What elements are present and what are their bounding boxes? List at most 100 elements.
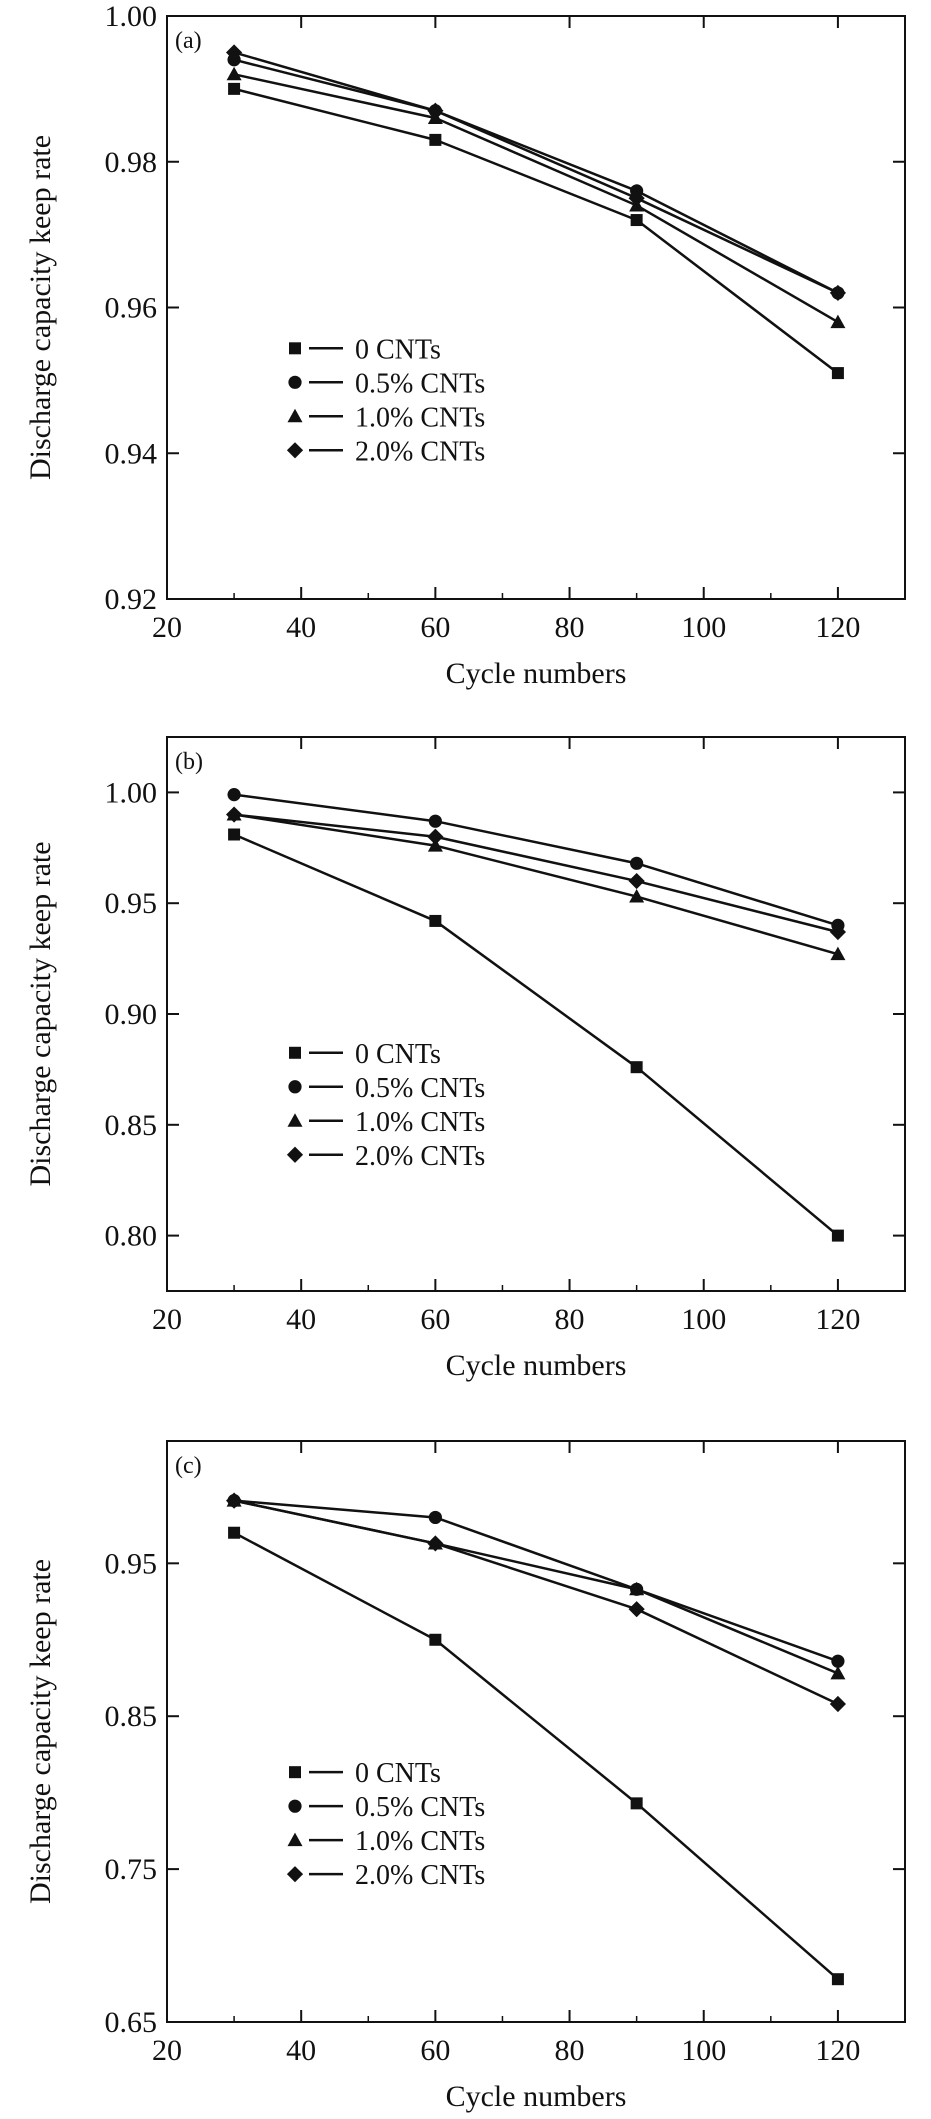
panel-label: (b) — [175, 749, 203, 775]
x-tick-label: 100 — [681, 611, 726, 644]
data-point-1-2 — [429, 133, 442, 146]
y-tick-label: 0.80 — [105, 1220, 158, 1253]
data-point-4-4 — [829, 1695, 847, 1713]
panel-label: (c) — [175, 1453, 202, 1479]
series-line-3 — [233, 73, 839, 324]
data-point-2-1 — [227, 788, 241, 802]
legend-label-4: 2.0% CNTs — [355, 1860, 485, 1891]
series-line-3 — [233, 813, 839, 956]
legend-label-1: 0 CNTs — [355, 1039, 441, 1070]
data-point-2-4 — [831, 1654, 845, 1668]
data-point-4-4 — [829, 923, 847, 941]
x-tick-label: 80 — [555, 2034, 585, 2067]
x-tick-label: 120 — [815, 611, 860, 644]
x-tick-label: 60 — [420, 611, 450, 644]
data-point-3-1 — [226, 66, 242, 81]
legend-label-1: 0 CNTs — [355, 334, 441, 365]
data-point-1-2 — [429, 1633, 442, 1646]
data-point-1-1 — [228, 828, 241, 841]
x-tick-label: 40 — [286, 611, 316, 644]
y-tick-label: 0.85 — [105, 1700, 158, 1733]
y-axis-title: Discharge capacity keep rate — [24, 1559, 57, 1904]
data-point-1-4 — [831, 1229, 844, 1242]
x-tick-label: 100 — [681, 1303, 726, 1336]
legend-marker-2 — [288, 375, 302, 389]
plot-frame — [166, 15, 906, 600]
x-tick-label: 120 — [815, 1303, 860, 1336]
legend-marker-4 — [286, 1866, 304, 1883]
y-tick-label: 0.98 — [105, 146, 158, 179]
x-tick-label: 40 — [286, 1303, 316, 1336]
y-tick-label: 0.94 — [105, 437, 158, 470]
legend-label-1: 0 CNTs — [355, 1758, 441, 1789]
data-point-2-2 — [428, 814, 442, 828]
x-tick-label: 80 — [555, 611, 585, 644]
legend-label-2: 0.5% CNTs — [355, 1073, 485, 1104]
data-point-4-1 — [225, 806, 243, 823]
data-point-3-4 — [830, 314, 846, 329]
data-point-1-4 — [831, 1973, 844, 1986]
data-point-1-1 — [228, 1526, 241, 1539]
y-tick-label: 0.95 — [105, 1547, 158, 1580]
data-point-4-3 — [628, 190, 645, 207]
x-tick-label: 60 — [420, 1303, 450, 1336]
data-point-4-2 — [427, 1535, 444, 1552]
legend-marker-2 — [288, 1799, 302, 1813]
data-point-4-2 — [427, 102, 444, 119]
x-tick-label: 40 — [286, 2034, 316, 2067]
x-axis-title: Cycle numbers — [446, 657, 627, 690]
data-point-3-4 — [830, 1665, 846, 1680]
y-tick-label: 1.00 — [105, 0, 158, 33]
legend-label-2: 0.5% CNTs — [355, 1792, 485, 1823]
data-point-4-4 — [829, 284, 847, 302]
y-axis-title: Discharge capacity keep rate — [24, 841, 57, 1186]
series-line-1 — [233, 87, 839, 375]
legend-marker-3 — [287, 1113, 303, 1127]
series-line-4 — [233, 51, 839, 295]
y-tick-label: 0.75 — [105, 1853, 158, 1886]
series-line-1 — [233, 1531, 839, 1981]
legend-marker-4 — [286, 1146, 304, 1163]
series-line-2 — [233, 1499, 839, 1663]
x-tick-label: 20 — [152, 611, 182, 644]
panel-label: (a) — [175, 28, 202, 54]
x-tick-label: 120 — [815, 2034, 860, 2067]
series-line-3 — [233, 1499, 839, 1675]
legend-label-4: 2.0% CNTs — [355, 436, 485, 467]
data-point-4-1 — [225, 1492, 243, 1509]
legend-label-3: 1.0% CNTs — [355, 1107, 485, 1138]
legend-label-3: 1.0% CNTs — [355, 1826, 485, 1857]
y-tick-label: 0.96 — [105, 292, 158, 325]
data-point-4-1 — [225, 44, 243, 61]
chart-panel-2: 20 40 60 80 100 120 0.80 0.85 0.90 0.95 1.00 Cycle … — [24, 736, 906, 1382]
legend-label-3: 1.0% CNTs — [355, 402, 485, 433]
data-point-2-2 — [428, 1510, 442, 1525]
x-tick-label: 20 — [152, 1303, 182, 1336]
data-point-1-2 — [429, 914, 442, 927]
y-tick-label: 0.85 — [105, 1109, 158, 1142]
data-point-1-3 — [630, 1061, 643, 1074]
y-tick-label: 0.90 — [105, 998, 158, 1031]
y-tick-label: 1.00 — [105, 776, 158, 809]
data-point-1-1 — [228, 82, 241, 95]
data-point-4-3 — [628, 872, 645, 890]
series-line-4 — [233, 1499, 839, 1706]
legend-label-4: 2.0% CNTs — [355, 1141, 485, 1172]
data-point-1-3 — [630, 1797, 643, 1810]
data-point-4-2 — [427, 828, 444, 845]
legend-marker-3 — [287, 408, 303, 423]
data-point-4-3 — [628, 1601, 645, 1618]
x-tick-label: 60 — [420, 2034, 450, 2067]
series-line-2 — [233, 793, 839, 927]
x-tick-label: 80 — [555, 1303, 585, 1336]
x-axis-title: Cycle numbers — [446, 1349, 627, 1382]
y-axis-title: Discharge capacity keep rate — [24, 135, 57, 480]
data-point-1-4 — [831, 367, 844, 380]
data-point-1-3 — [630, 214, 643, 227]
legend-marker-2 — [288, 1080, 302, 1094]
legend-marker-1 — [289, 1766, 301, 1779]
data-point-3-3 — [629, 1581, 645, 1596]
y-tick-label: 0.65 — [105, 2006, 158, 2039]
